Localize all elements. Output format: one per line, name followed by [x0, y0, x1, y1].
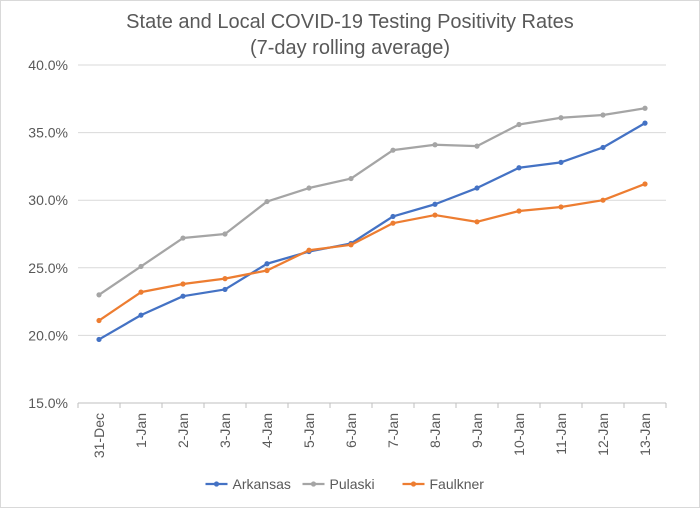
data-point-faulkner [390, 220, 396, 226]
series-line-pulaski [97, 107, 647, 296]
data-point-pulaski [558, 115, 564, 121]
x-tick-label: 1-Jan [133, 413, 149, 448]
series-pulaski [96, 105, 648, 298]
data-point-faulkner [516, 208, 522, 214]
data-point-faulkner [348, 242, 354, 248]
data-point-arkansas [432, 201, 438, 207]
x-tick-label: 9-Jan [469, 413, 485, 448]
data-point-pulaski [600, 112, 606, 118]
data-point-arkansas [264, 261, 270, 267]
legend-marker-pulaski [310, 481, 317, 487]
x-axis: 31-Dec 1-Jan 2-Jan 3-Jan 4-Jan 5-Jan 6-Jan 7-Ja… [77, 402, 667, 458]
chart-title: State and Local COVID-19 Testing Positiv… [126, 11, 574, 59]
x-tick-label: 12-Jan [595, 413, 611, 456]
y-tick-label: 30.0% [28, 192, 68, 208]
data-point-faulkner [558, 204, 564, 210]
chart-title-line-1: State and Local COVID-19 Testing Positiv… [126, 11, 574, 33]
data-point-arkansas [138, 312, 144, 318]
data-point-arkansas [516, 165, 522, 171]
x-tick-label: 2-Jan [175, 413, 191, 448]
x-tick-label: 7-Jan [385, 413, 401, 448]
data-point-arkansas [600, 144, 606, 151]
legend-label-arkansas: Arkansas [233, 476, 291, 492]
data-point-faulkner [642, 181, 648, 187]
data-point-pulaski [348, 175, 354, 182]
x-tick-label: 5-Jan [301, 413, 317, 448]
data-point-faulkner [264, 267, 270, 274]
chart-title-line-2: (7-day rolling average) [250, 37, 450, 59]
legend-marker-arkansas [213, 481, 220, 487]
y-tick-label: 35.0% [28, 125, 68, 141]
data-point-pulaski [222, 231, 228, 237]
x-tick-label: 31-Dec [91, 413, 107, 458]
data-point-arkansas [96, 336, 102, 343]
x-tick-label: 3-Jan [217, 413, 233, 448]
x-tick-label: 10-Jan [511, 413, 527, 456]
x-tick-label: 6-Jan [343, 413, 359, 448]
data-point-arkansas [642, 120, 648, 126]
series-line-arkansas [97, 122, 647, 341]
data-point-faulkner [600, 197, 606, 203]
y-axis: 15.0% 20.0% 25.0% 30.0% 35.0% 40.0% [28, 57, 68, 411]
data-point-faulkner [222, 276, 228, 282]
y-tick-label: 40.0% [28, 57, 68, 73]
x-tick-label: 13-Jan [637, 413, 653, 456]
legend-label-faulkner: Faulkner [430, 476, 485, 492]
data-point-faulkner [180, 281, 186, 287]
x-tick-label: 8-Jan [427, 413, 443, 448]
data-point-pulaski [642, 105, 648, 111]
data-point-pulaski [516, 121, 522, 128]
y-tick-label: 15.0% [28, 395, 68, 411]
data-point-arkansas [558, 159, 564, 165]
legend-label-pulaski: Pulaski [330, 476, 375, 492]
legend[interactable]: Arkansas Pulaski Faulkner [205, 476, 485, 492]
data-point-pulaski [306, 185, 312, 191]
data-point-pulaski [264, 198, 270, 205]
data-point-pulaski [180, 235, 186, 241]
legend-item-arkansas[interactable]: Arkansas [205, 476, 291, 492]
legend-item-pulaski[interactable]: Pulaski [302, 476, 375, 492]
data-point-pulaski [96, 292, 102, 298]
y-tick-label: 20.0% [28, 327, 68, 343]
y-tick-label: 25.0% [28, 260, 68, 276]
data-point-pulaski [138, 263, 144, 270]
data-point-pulaski [432, 142, 438, 148]
data-point-faulkner [138, 289, 144, 295]
series-line-faulkner [97, 182, 647, 322]
series-lines [96, 105, 648, 343]
data-point-arkansas [390, 213, 396, 220]
data-point-faulkner [96, 317, 102, 324]
legend-marker-faulkner [410, 481, 417, 487]
data-point-faulkner [306, 247, 312, 253]
data-point-arkansas [222, 286, 228, 293]
legend-item-faulkner[interactable]: Faulkner [402, 476, 485, 492]
data-point-faulkner [432, 212, 438, 218]
series-faulkner [96, 181, 648, 324]
data-point-pulaski [390, 147, 396, 153]
x-tick-label: 4-Jan [259, 413, 275, 448]
series-arkansas [96, 120, 648, 343]
data-point-pulaski [474, 143, 480, 149]
data-point-arkansas [474, 185, 480, 191]
data-point-faulkner [474, 219, 480, 225]
data-point-arkansas [180, 293, 186, 299]
x-tick-label: 11-Jan [553, 413, 569, 455]
